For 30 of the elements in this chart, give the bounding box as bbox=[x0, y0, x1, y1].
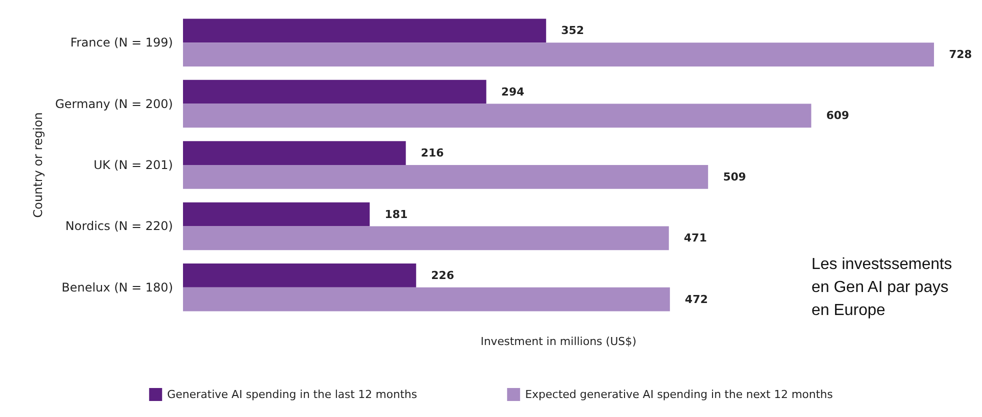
y-tick-label: France (N = 199) bbox=[70, 36, 173, 50]
y-tick-label: UK (N = 201) bbox=[94, 158, 173, 172]
bar bbox=[183, 226, 669, 250]
data-label: 352 bbox=[561, 24, 584, 38]
bar bbox=[183, 287, 670, 312]
data-label: 728 bbox=[949, 48, 972, 62]
x-axis-title: Investment in millions (US$) bbox=[480, 335, 636, 348]
legend-label: Expected generative AI spending in the next 12 months bbox=[525, 388, 834, 401]
bar bbox=[183, 42, 934, 66]
bar bbox=[183, 264, 416, 288]
y-tick-label: Germany (N = 200) bbox=[55, 96, 173, 111]
data-label: 226 bbox=[431, 268, 454, 282]
data-label: 509 bbox=[723, 170, 746, 184]
data-label: 181 bbox=[384, 208, 408, 221]
bar bbox=[183, 18, 546, 43]
data-label: 609 bbox=[826, 109, 850, 122]
data-label: 216 bbox=[420, 146, 444, 160]
data-label: 471 bbox=[684, 232, 707, 245]
bar bbox=[183, 141, 406, 165]
legend-label: Generative AI spending in the last 12 months bbox=[167, 388, 418, 401]
y-tick-label: Nordics (N = 220) bbox=[65, 219, 173, 234]
bar bbox=[183, 165, 708, 189]
y-axis-title: Country or region bbox=[31, 112, 46, 218]
annotation: Les investssements en Gen AI par pays en Europe bbox=[811, 256, 952, 319]
bar bbox=[183, 104, 812, 128]
bar bbox=[183, 80, 486, 104]
y-tick-label: Benelux (N = 180) bbox=[62, 280, 173, 294]
data-label: 294 bbox=[501, 85, 525, 98]
data-label: 472 bbox=[684, 292, 708, 306]
bar bbox=[183, 202, 370, 226]
